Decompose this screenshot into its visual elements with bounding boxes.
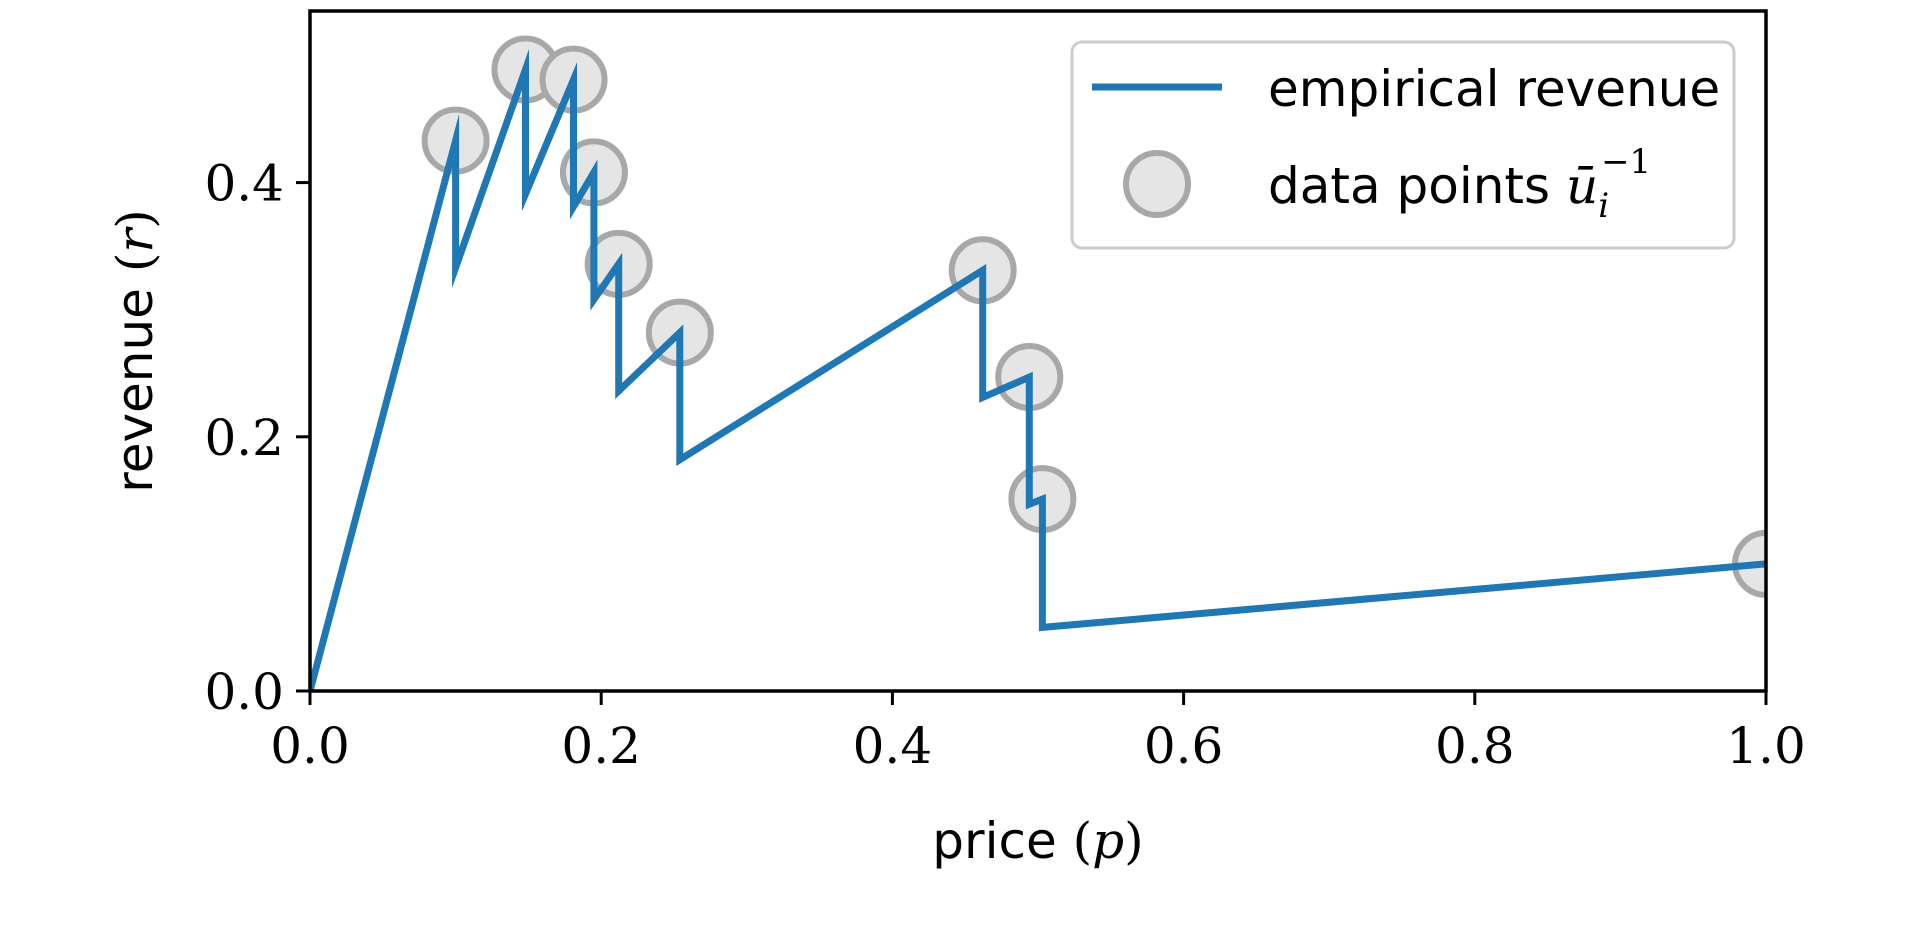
legend: empirical revenue data points ūi−1 bbox=[1070, 40, 1736, 250]
x-tick-label: 0.6 bbox=[1144, 717, 1224, 775]
revenue-line bbox=[310, 49, 1766, 691]
x-tick-label: 0.2 bbox=[561, 717, 641, 775]
y-axis-label: revenue (r) bbox=[106, 209, 164, 493]
legend-box bbox=[1070, 40, 1736, 250]
x-tick-label: 0.8 bbox=[1435, 717, 1515, 775]
legend-marker-swatch bbox=[1123, 150, 1191, 218]
axes-frame bbox=[308, 9, 1768, 693]
x-tick-label: 1.0 bbox=[1726, 717, 1806, 775]
legend-label-revenue: empirical revenue bbox=[1268, 60, 1720, 118]
x-axis-label: price (p) bbox=[932, 812, 1143, 870]
x-tick-label: 0.0 bbox=[270, 717, 350, 775]
legend-label-points: data points ūi−1 bbox=[1268, 142, 1651, 226]
y-tick-label: 0.0 bbox=[204, 663, 284, 721]
y-tick-label: 0.2 bbox=[204, 409, 284, 467]
x-tick-label: 0.4 bbox=[853, 717, 933, 775]
y-tick-label: 0.4 bbox=[204, 155, 284, 213]
